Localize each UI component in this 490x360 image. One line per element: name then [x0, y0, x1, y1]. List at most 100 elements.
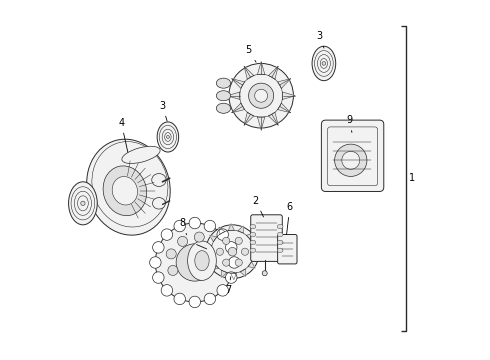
Ellipse shape [250, 240, 256, 244]
Polygon shape [244, 66, 254, 79]
Circle shape [222, 259, 230, 266]
Polygon shape [232, 79, 245, 88]
Polygon shape [240, 269, 246, 276]
Polygon shape [252, 243, 259, 249]
Circle shape [242, 248, 248, 255]
Circle shape [189, 296, 200, 308]
Circle shape [161, 229, 172, 240]
Ellipse shape [152, 174, 166, 186]
Circle shape [322, 62, 326, 65]
Ellipse shape [312, 46, 336, 81]
Circle shape [149, 257, 161, 268]
Polygon shape [205, 255, 213, 260]
Circle shape [166, 249, 176, 259]
Circle shape [152, 242, 164, 253]
Circle shape [174, 220, 185, 232]
Ellipse shape [250, 232, 256, 237]
Polygon shape [257, 117, 265, 130]
FancyBboxPatch shape [278, 234, 297, 264]
Circle shape [176, 244, 214, 281]
Circle shape [204, 293, 216, 305]
Circle shape [204, 220, 216, 232]
Polygon shape [246, 233, 253, 240]
Circle shape [217, 285, 228, 296]
Polygon shape [205, 245, 212, 251]
Ellipse shape [250, 225, 256, 229]
Polygon shape [278, 103, 291, 113]
Circle shape [222, 237, 230, 244]
Circle shape [168, 265, 178, 275]
Circle shape [194, 232, 204, 242]
Circle shape [81, 201, 85, 206]
Circle shape [248, 83, 274, 108]
Circle shape [161, 285, 172, 296]
Text: 3: 3 [317, 31, 324, 48]
Ellipse shape [216, 78, 231, 88]
Polygon shape [227, 92, 240, 99]
Circle shape [177, 237, 188, 246]
Ellipse shape [277, 248, 283, 252]
Polygon shape [221, 270, 227, 278]
Ellipse shape [122, 146, 160, 163]
Circle shape [217, 229, 228, 240]
Ellipse shape [250, 248, 256, 252]
Circle shape [229, 63, 294, 128]
Text: 3: 3 [159, 101, 167, 121]
Ellipse shape [157, 122, 179, 152]
Polygon shape [253, 252, 260, 258]
Circle shape [255, 89, 268, 102]
Ellipse shape [152, 198, 166, 209]
Polygon shape [219, 227, 225, 234]
Polygon shape [210, 235, 217, 242]
Ellipse shape [216, 91, 231, 101]
Circle shape [335, 144, 367, 176]
Polygon shape [230, 273, 237, 280]
Polygon shape [212, 264, 219, 270]
Circle shape [189, 217, 200, 229]
Ellipse shape [277, 232, 283, 237]
Polygon shape [282, 92, 295, 99]
Circle shape [155, 223, 234, 302]
Polygon shape [278, 79, 291, 88]
FancyBboxPatch shape [251, 215, 282, 261]
Circle shape [228, 247, 237, 256]
Polygon shape [248, 262, 255, 268]
Polygon shape [269, 66, 278, 79]
Text: 1: 1 [409, 173, 416, 183]
Ellipse shape [87, 139, 170, 235]
Circle shape [152, 272, 164, 283]
Ellipse shape [69, 182, 97, 225]
Circle shape [205, 225, 259, 279]
Circle shape [167, 135, 170, 138]
Text: 8: 8 [179, 218, 187, 235]
Polygon shape [238, 226, 244, 233]
Circle shape [262, 271, 267, 276]
Circle shape [228, 257, 240, 268]
Ellipse shape [277, 225, 283, 229]
FancyBboxPatch shape [321, 120, 384, 192]
Circle shape [174, 293, 185, 305]
Ellipse shape [277, 240, 283, 244]
Circle shape [216, 248, 223, 255]
Circle shape [342, 151, 360, 169]
Polygon shape [244, 112, 254, 125]
Text: 2: 2 [253, 196, 264, 217]
Ellipse shape [195, 251, 209, 271]
Polygon shape [269, 112, 278, 125]
Ellipse shape [103, 166, 147, 216]
Text: 9: 9 [346, 115, 352, 132]
Circle shape [225, 242, 237, 253]
Ellipse shape [216, 103, 231, 113]
Circle shape [225, 272, 237, 283]
Circle shape [235, 237, 243, 244]
Polygon shape [232, 103, 245, 113]
Text: 4: 4 [118, 118, 128, 152]
Polygon shape [228, 224, 234, 231]
Text: 6: 6 [287, 202, 293, 235]
Text: 7: 7 [225, 277, 231, 296]
Ellipse shape [112, 176, 138, 205]
Circle shape [235, 259, 243, 266]
Polygon shape [257, 62, 265, 75]
Text: 5: 5 [245, 45, 256, 62]
Ellipse shape [188, 241, 216, 280]
